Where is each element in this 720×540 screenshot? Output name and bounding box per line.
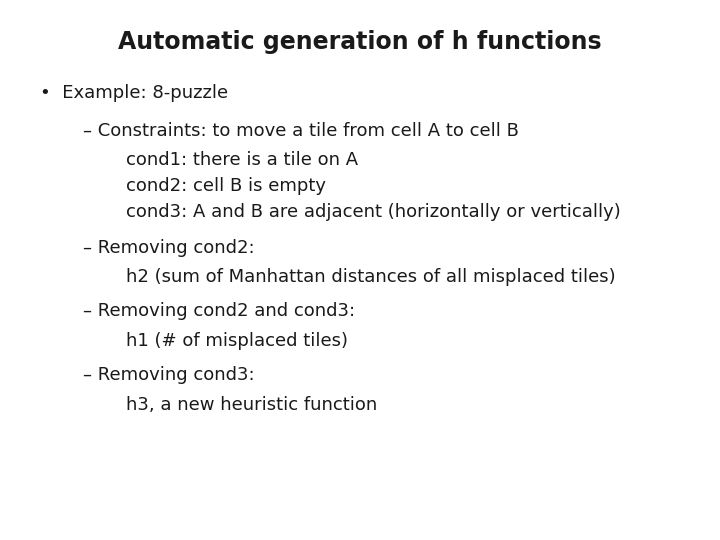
Text: h3, a new heuristic function: h3, a new heuristic function (126, 396, 377, 414)
Text: cond2: cell B is empty: cond2: cell B is empty (126, 177, 326, 195)
Text: cond3: A and B are adjacent (horizontally or vertically): cond3: A and B are adjacent (horizontall… (126, 203, 621, 221)
Text: – Removing cond2:: – Removing cond2: (83, 239, 254, 256)
Text: – Removing cond2 and cond3:: – Removing cond2 and cond3: (83, 302, 355, 320)
Text: – Constraints: to move a tile from cell A to cell B: – Constraints: to move a tile from cell … (83, 122, 518, 139)
Text: h1 (# of misplaced tiles): h1 (# of misplaced tiles) (126, 332, 348, 350)
Text: •  Example: 8-puzzle: • Example: 8-puzzle (40, 84, 228, 102)
Text: Automatic generation of h functions: Automatic generation of h functions (118, 30, 602, 53)
Text: h2 (sum of Manhattan distances of all misplaced tiles): h2 (sum of Manhattan distances of all mi… (126, 268, 616, 286)
Text: – Removing cond3:: – Removing cond3: (83, 366, 254, 384)
Text: cond1: there is a tile on A: cond1: there is a tile on A (126, 151, 358, 169)
